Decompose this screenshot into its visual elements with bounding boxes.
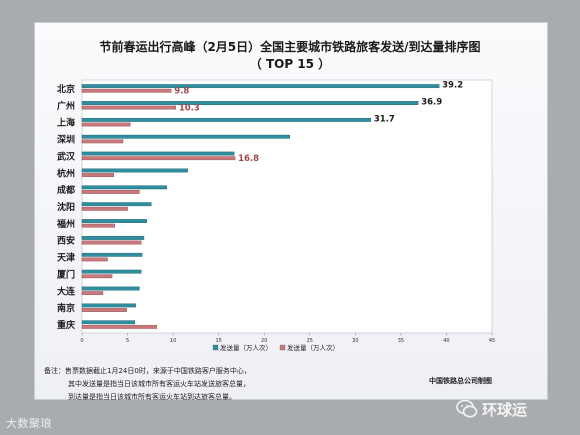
x-tick-label: 25 [307,338,313,344]
category-label: 南京 [57,302,75,314]
plot-area [81,79,493,334]
bar-send [81,101,419,105]
category-label: 深圳 [57,134,75,146]
x-tick-label: 5 [126,338,129,344]
category-label: 重庆 [57,319,75,331]
bar-arrive [81,274,113,279]
bar-send [81,269,142,274]
bar-arrive [81,324,157,329]
data-label: 31.7 [374,114,395,124]
x-tick-label: 45 [489,338,495,344]
watermark-left: 大数聚琅 [6,417,52,430]
category-label: 沈阳 [57,201,75,213]
data-label: 36.9 [421,98,442,108]
chart-subtitle: （ TOP 15 ） [249,57,331,71]
legend-label: 发送量（万人次） [287,343,339,352]
category-label: 成都 [57,184,75,196]
x-tick-label: 0 [80,338,83,344]
x-tick-label: 40 [443,338,449,344]
data-label: 10.3 [179,104,200,114]
category-label: 天津 [57,252,75,264]
category-label: 厦门 [57,268,75,280]
category-label: 广州 [57,100,75,112]
bar-arrive [81,223,115,228]
bar-send [81,202,152,207]
wechat-icon [456,399,478,418]
bar-send [81,84,440,89]
bar-send [81,151,235,156]
data-label: 39.2 [442,81,463,91]
bar-arrive [81,291,104,296]
bar-arrive [81,240,142,245]
x-tick-label: 35 [398,338,404,344]
data-label: 9.8 [174,87,189,97]
bar-arrive [81,156,236,161]
legend-swatch [279,344,286,351]
note-line-3: 到达量是指当日该城市所有客运火车站到达旅客总量。 [68,393,236,401]
legend-label: 发送量（万人次） [220,343,272,352]
x-tick-label: 10 [170,338,176,344]
bar-send [81,236,145,240]
bar-arrive [81,139,124,144]
x-tick-label: 15 [215,338,221,344]
bar-send [81,286,140,291]
bar-arrive [81,308,127,312]
bar-send [81,185,167,190]
source-credit: 中国铁路总公司制图 [429,377,492,385]
chart-title: 节前春运出行高峰（2月5日）全国主要城市铁路旅客发送/到达量排序图 [99,40,481,54]
bar-arrive [81,206,128,211]
bar-arrive [81,88,172,93]
category-label: 上海 [57,117,75,129]
x-tick-label: 30 [352,338,358,344]
data-label: 16.8 [238,154,259,164]
category-label: 武汉 [57,150,76,162]
watermark-right: 环球运 [482,401,528,419]
bar-arrive [81,257,108,262]
bar-send [81,219,147,223]
category-label: 大连 [57,285,76,297]
bar-send [81,117,372,122]
bar-send [81,168,188,173]
category-label: 杭州 [57,167,75,179]
bar-send [81,320,136,325]
category-label: 福州 [56,218,75,230]
category-label: 北京 [57,83,75,95]
note-line-1: 备注：售票数据截止1月24日0时，来源于中国铁路客户服务中心， [44,367,251,375]
bar-arrive [81,105,177,110]
bar-arrive [81,190,140,194]
bar-send [81,252,143,257]
category-label: 西安 [57,235,75,247]
legend-swatch [212,344,219,351]
x-tick-label: 20 [261,338,267,344]
bar-arrive [81,122,131,127]
bar-send [81,134,290,139]
note-line-2: 其中发送量是指当日该城市所有客运火车站发送旅客总量， [68,380,250,388]
bar-send [81,303,136,308]
bar-arrive [81,173,115,177]
